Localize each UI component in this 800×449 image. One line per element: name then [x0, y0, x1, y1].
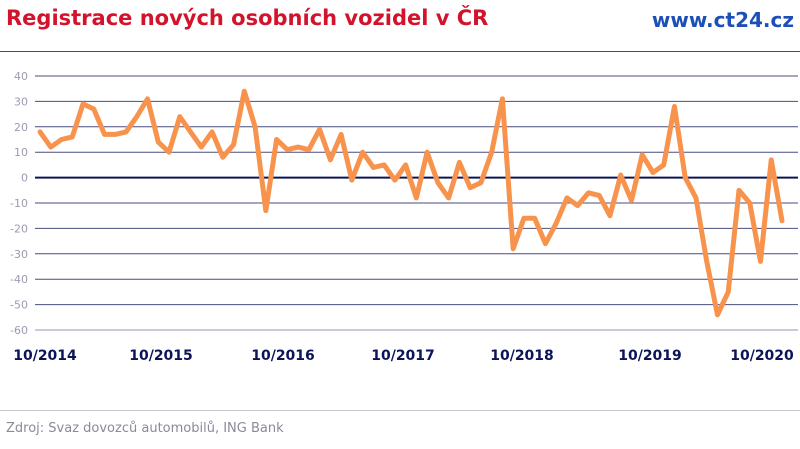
source-note: Zdroj: Svaz dovozců automobilů, ING Bank [6, 421, 284, 436]
y-tick-label: 20 [14, 121, 28, 134]
x-tick-label: 10/2015 [129, 348, 193, 364]
line-chart: 40 30 20 10 0 -10 -20 -30 -40 -50 -60 10/2014 10/201… [10, 70, 798, 364]
y-tick-label: 0 [21, 172, 28, 185]
y-tick-label: 30 [14, 95, 28, 108]
x-tick-label: 10/2019 [618, 348, 682, 364]
x-tick-label: 10/2020 [730, 348, 794, 364]
x-tick-label: 10/2018 [490, 348, 554, 364]
y-tick-label: 40 [14, 70, 28, 83]
data-line [37, 88, 785, 318]
y-tick-label: -10 [10, 197, 28, 210]
header-divider [0, 51, 800, 52]
y-tick-label: -20 [10, 222, 28, 235]
chart-title: Registrace nových osobních vozidel v ČR [6, 6, 489, 30]
y-tick-label: -30 [10, 248, 28, 261]
y-tick-label: -50 [10, 299, 28, 312]
x-tick-label: 10/2017 [371, 348, 435, 364]
brand-link[interactable]: www.ct24.cz [651, 8, 794, 32]
x-tick-label: 10/2014 [13, 348, 77, 364]
y-tick-label: 10 [14, 146, 28, 159]
y-tick-label: -60 [10, 324, 28, 337]
footer-divider [0, 410, 800, 411]
x-tick-label: 10/2016 [251, 348, 315, 364]
y-tick-label: -40 [10, 273, 28, 286]
